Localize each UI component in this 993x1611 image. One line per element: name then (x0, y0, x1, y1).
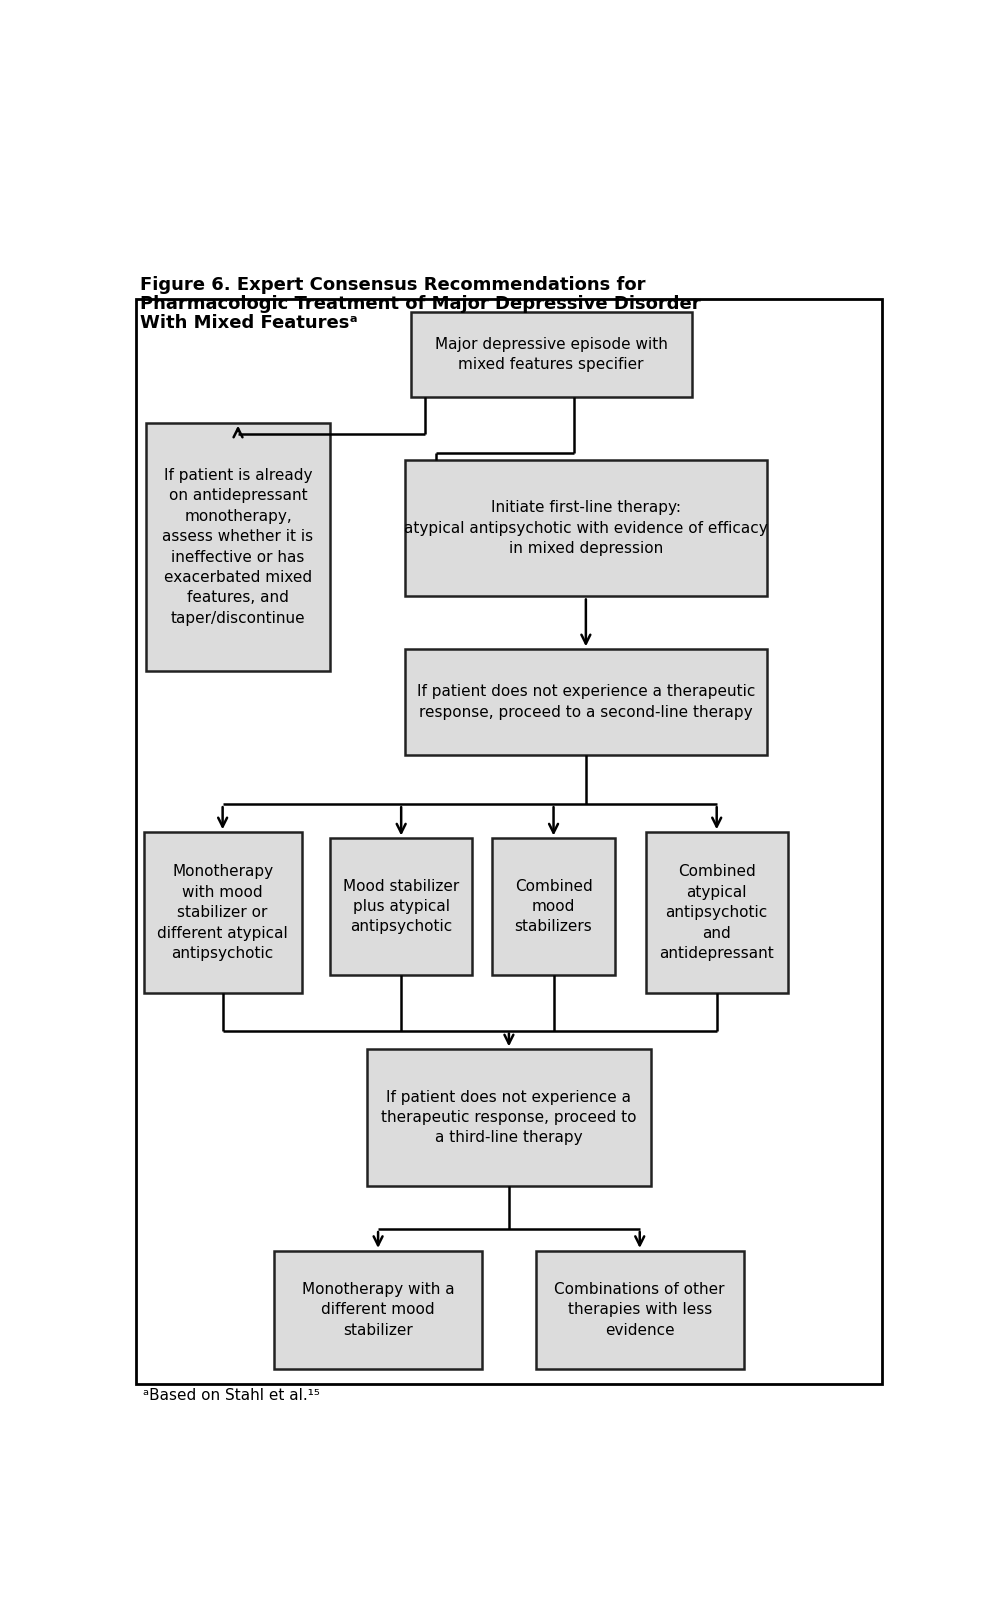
Text: Mood stabilizer
plus atypical
antipsychotic: Mood stabilizer plus atypical antipsycho… (343, 878, 460, 934)
Text: Figure 6. Expert Consensus Recommendations for: Figure 6. Expert Consensus Recommendatio… (139, 277, 645, 295)
FancyBboxPatch shape (411, 313, 692, 396)
FancyBboxPatch shape (645, 833, 787, 994)
Text: If patient does not experience a
therapeutic response, proceed to
a third-line t: If patient does not experience a therape… (381, 1089, 637, 1145)
Text: Combined
mood
stabilizers: Combined mood stabilizers (514, 878, 593, 934)
FancyBboxPatch shape (405, 649, 767, 754)
Text: If patient is already
on antidepressant
monotherapy,
assess whether it is
ineffe: If patient is already on antidepressant … (163, 467, 314, 625)
Text: If patient does not experience a therapeutic
response, proceed to a second-line : If patient does not experience a therape… (417, 685, 755, 720)
FancyBboxPatch shape (536, 1250, 744, 1369)
FancyBboxPatch shape (330, 838, 473, 975)
Text: Monotherapy with a
different mood
stabilizer: Monotherapy with a different mood stabil… (302, 1282, 455, 1337)
FancyBboxPatch shape (274, 1250, 482, 1369)
Text: Monotherapy
with mood
stabilizer or
different atypical
antipsychotic: Monotherapy with mood stabilizer or diff… (157, 865, 288, 962)
Text: Initiate first-line therapy:
atypical antipsychotic with evidence of efficacy
in: Initiate first-line therapy: atypical an… (404, 501, 768, 556)
Text: Combinations of other
therapies with less
evidence: Combinations of other therapies with les… (554, 1282, 725, 1337)
Text: Combined
atypical
antipsychotic
and
antidepressant: Combined atypical antipsychotic and anti… (659, 865, 775, 962)
FancyBboxPatch shape (492, 838, 615, 975)
Text: Major depressive episode with
mixed features specifier: Major depressive episode with mixed feat… (435, 337, 667, 372)
FancyBboxPatch shape (136, 298, 882, 1384)
FancyBboxPatch shape (366, 1049, 651, 1186)
Text: With Mixed Featuresᵃ: With Mixed Featuresᵃ (139, 314, 357, 332)
FancyBboxPatch shape (405, 461, 767, 596)
Text: Pharmacologic Treatment of Major Depressive Disorder: Pharmacologic Treatment of Major Depress… (139, 295, 700, 313)
Text: ᵃBased on Stahl et al.¹⁵: ᵃBased on Stahl et al.¹⁵ (143, 1389, 320, 1403)
FancyBboxPatch shape (146, 422, 331, 670)
FancyBboxPatch shape (144, 833, 302, 994)
